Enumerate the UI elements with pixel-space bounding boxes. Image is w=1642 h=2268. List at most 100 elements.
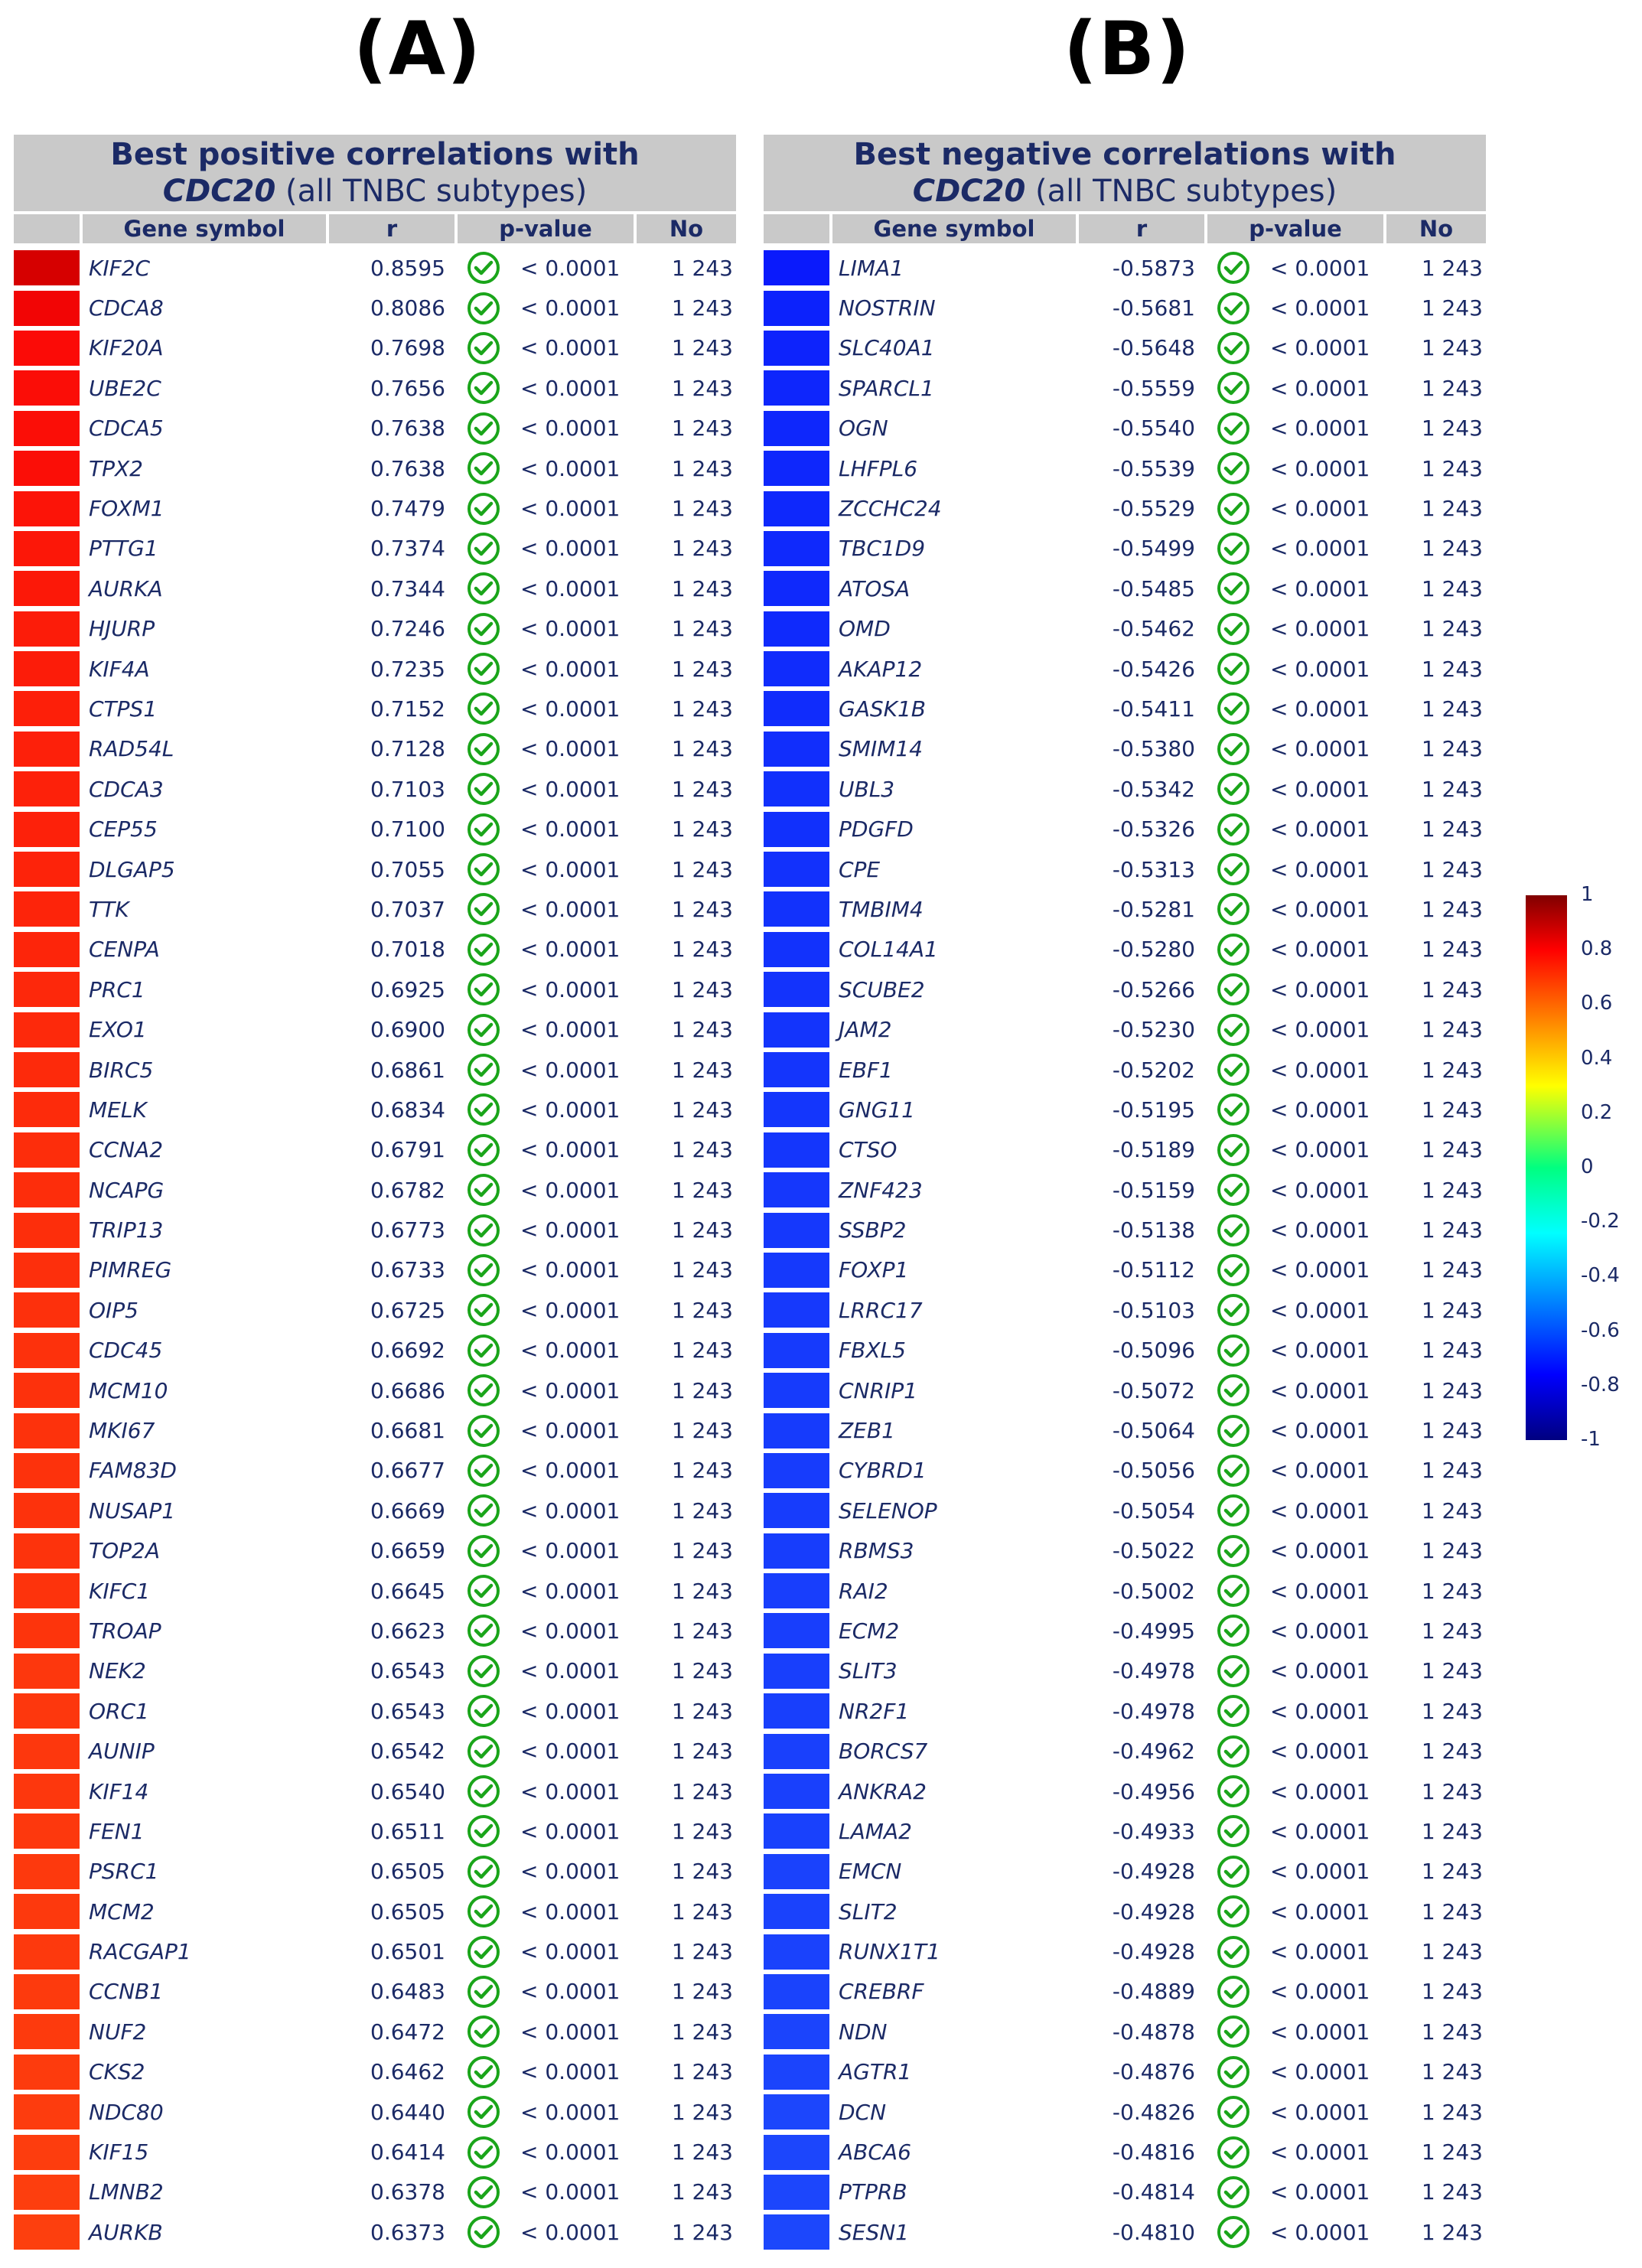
sample-count: 1 243 xyxy=(1421,2139,1483,2165)
color-swatch xyxy=(764,852,829,888)
check-icon xyxy=(1217,612,1249,645)
gene-symbol: CTSO xyxy=(839,1137,898,1163)
gene-symbol: RAI2 xyxy=(839,1578,888,1604)
gene-symbol: HJURP xyxy=(89,616,155,642)
check-icon xyxy=(1217,372,1249,405)
gene-symbol: CDC45 xyxy=(89,1338,163,1364)
check-icon xyxy=(1217,1294,1249,1327)
p-value: < 0.0001 xyxy=(520,1057,621,1083)
p-value: < 0.0001 xyxy=(1270,1137,1370,1163)
color-swatch xyxy=(764,1332,829,1368)
sample-count: 1 243 xyxy=(1421,2099,1483,2125)
gene-symbol: PIMREG xyxy=(89,1257,172,1283)
table-body: KIF2C 0.8595 < 0.0001 1 243 CDCA8 0.8086 < 0.0… xyxy=(14,248,736,2253)
gene-symbol: CPE xyxy=(839,856,881,882)
p-value-cell: < 0.0001 xyxy=(1207,1013,1383,1047)
p-value: < 0.0001 xyxy=(1270,2059,1370,2085)
sample-count: 1 243 xyxy=(1421,1818,1483,1844)
table-row: KIFC1 0.6645 < 0.0001 1 243 xyxy=(14,1571,736,1611)
table-row: AKAP12 -0.5426 < 0.0001 1 243 xyxy=(764,649,1486,689)
table-row: TRIP13 0.6773 < 0.0001 1 243 xyxy=(14,1210,736,1250)
p-value: < 0.0001 xyxy=(1270,1939,1370,1965)
r-value: 0.7128 xyxy=(370,736,445,762)
table-row: SMIM14 -0.5380 < 0.0001 1 243 xyxy=(764,729,1486,769)
table-row: GASK1B -0.5411 < 0.0001 1 243 xyxy=(764,689,1486,728)
gene-symbol: PTPRB xyxy=(839,2179,907,2205)
p-value-cell: < 0.0001 xyxy=(458,1534,634,1568)
colorbar-tick: -0.4 xyxy=(1581,1264,1620,1288)
p-value: < 0.0001 xyxy=(1270,816,1370,842)
r-value: 0.6440 xyxy=(370,2099,445,2125)
color-swatch xyxy=(14,1413,80,1448)
color-swatch xyxy=(14,2134,80,2170)
table-row: RACGAP1 0.6501 < 0.0001 1 243 xyxy=(14,1931,736,1971)
check-icon xyxy=(468,252,500,285)
check-icon xyxy=(468,933,500,966)
check-icon xyxy=(1217,2216,1249,2249)
r-value: -0.5462 xyxy=(1112,616,1195,642)
gene-symbol: NOSTRIN xyxy=(839,295,936,321)
gene-symbol: CCNA2 xyxy=(89,1137,164,1163)
sample-count: 1 243 xyxy=(671,1698,733,1724)
p-value: < 0.0001 xyxy=(520,937,621,963)
table-row: LHFPL6 -0.5539 < 0.0001 1 243 xyxy=(764,448,1486,488)
p-value-cell: < 0.0001 xyxy=(1207,852,1383,886)
p-value-cell: < 0.0001 xyxy=(1207,2136,1383,2169)
p-value-cell: < 0.0001 xyxy=(458,612,634,646)
sample-count: 1 243 xyxy=(1421,455,1483,481)
gene-symbol: SLIT3 xyxy=(839,1658,898,1684)
check-icon xyxy=(1217,532,1249,565)
correlation-colorbar xyxy=(1526,895,1567,1440)
r-value: 0.7018 xyxy=(370,937,445,963)
gene-symbol: TBC1D9 xyxy=(839,536,926,562)
table-row: CDC45 0.6692 < 0.0001 1 243 xyxy=(14,1331,736,1370)
p-value-cell: < 0.0001 xyxy=(1207,532,1383,565)
sample-count: 1 243 xyxy=(1421,2019,1483,2045)
gene-symbol: KIF15 xyxy=(89,2139,149,2165)
color-swatch xyxy=(764,1693,829,1729)
check-icon xyxy=(468,1775,500,1808)
color-swatch xyxy=(764,1973,829,2009)
check-icon xyxy=(1217,1133,1249,1166)
table-row: CNRIP1 -0.5072 < 0.0001 1 243 xyxy=(764,1370,1486,1410)
p-value-cell: < 0.0001 xyxy=(1207,2095,1383,2129)
check-icon xyxy=(1217,252,1249,285)
color-swatch xyxy=(764,530,829,566)
color-swatch xyxy=(764,1533,829,1569)
table-title: Best negative correlations with CDC20 (a… xyxy=(764,135,1486,211)
color-swatch xyxy=(14,611,80,647)
p-value-cell: < 0.0001 xyxy=(1207,1334,1383,1367)
p-value-cell: < 0.0001 xyxy=(1207,1374,1383,1407)
sample-count: 1 243 xyxy=(671,1497,733,1523)
p-value-cell: < 0.0001 xyxy=(1207,1774,1383,1808)
color-swatch xyxy=(14,852,80,888)
check-icon xyxy=(468,2015,500,2048)
check-icon xyxy=(468,1253,500,1286)
r-value: -0.5411 xyxy=(1112,696,1195,722)
r-value: 0.6542 xyxy=(370,1738,445,1765)
p-value-cell: < 0.0001 xyxy=(458,1133,634,1167)
check-icon xyxy=(1217,492,1249,525)
sample-count: 1 243 xyxy=(1421,375,1483,401)
r-value: 0.7235 xyxy=(370,656,445,682)
check-icon xyxy=(1217,1615,1249,1647)
r-value: -0.5342 xyxy=(1112,776,1195,802)
panel-a-label: (A) xyxy=(353,6,483,92)
p-value-cell: < 0.0001 xyxy=(458,813,634,846)
check-icon xyxy=(1217,1815,1249,1848)
table-row: PSRC1 0.6505 < 0.0001 1 243 xyxy=(14,1852,736,1892)
check-icon xyxy=(468,1815,500,1848)
color-swatch xyxy=(764,1774,829,1810)
check-icon xyxy=(468,1654,500,1687)
p-value-cell: < 0.0001 xyxy=(1207,1574,1383,1608)
p-value: < 0.0001 xyxy=(1270,536,1370,562)
p-value: < 0.0001 xyxy=(1270,575,1370,601)
gene-symbol: OMD xyxy=(839,616,891,642)
p-value: < 0.0001 xyxy=(1270,937,1370,963)
colorbar-tick: -1 xyxy=(1581,1428,1601,1451)
p-value-cell: < 0.0001 xyxy=(458,1614,634,1647)
p-value-cell: < 0.0001 xyxy=(1207,1253,1383,1287)
r-value: 0.6669 xyxy=(370,1497,445,1523)
check-icon xyxy=(468,1374,500,1407)
color-swatch xyxy=(14,2094,80,2130)
